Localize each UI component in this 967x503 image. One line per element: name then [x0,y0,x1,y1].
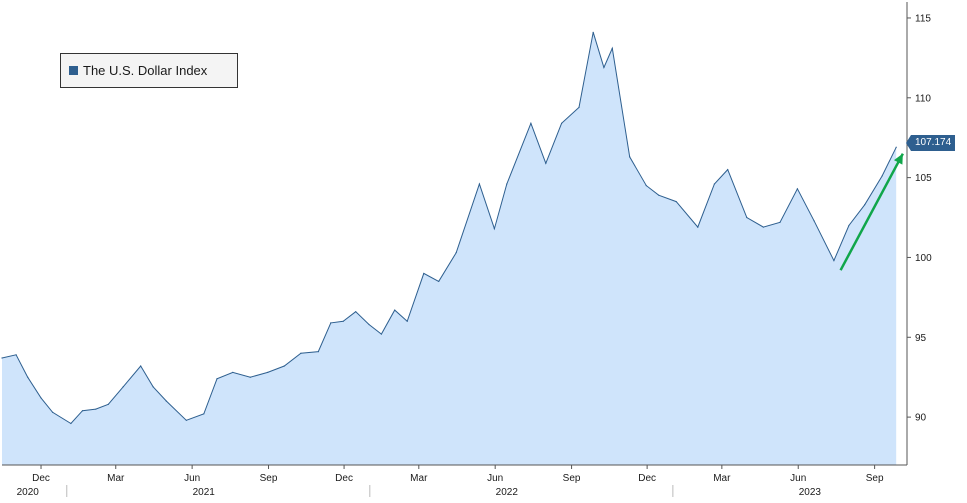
y-tick-label: 95 [915,333,927,344]
data-point [330,322,332,324]
x-tick-label: Mar [410,473,428,484]
data-point [762,226,764,228]
data-point [864,204,866,206]
data-point [727,169,729,171]
data-point [95,408,97,410]
data-point [107,403,109,405]
x-year-label: 2023 [799,487,822,498]
data-point [675,200,677,203]
data-point [203,413,205,415]
data-point [578,106,580,108]
data-point [530,122,532,124]
data-point [629,156,631,158]
data-point [283,365,285,367]
x-tick-label: Mar [713,473,731,484]
data-point [27,376,29,378]
data-point [833,260,835,262]
x-tick-label: Dec [32,473,50,484]
data-point [658,194,660,196]
data-point [342,320,344,322]
data-point [140,365,142,367]
y-axis: 90 95 100 105 110 115 [906,2,932,465]
y-tick-label: 110 [915,93,931,104]
x-axis: Dec Mar Jun Sep Dec Mar Jun Sep Dec Mar Jun Sep 2020… [2,464,907,498]
data-point [603,66,605,69]
data-point [506,183,508,185]
data-point [592,31,594,33]
data-point [848,224,850,227]
legend: The U.S. Dollar Index [60,53,238,88]
x-tick-label: Jun [184,473,200,484]
data-point [796,188,799,190]
legend-swatch [69,66,78,75]
y-tick-label: 105 [915,173,932,184]
data-point [152,386,154,388]
plot-area [1,31,897,466]
data-point [40,397,42,399]
series-area-fill [2,32,897,466]
data-point [70,422,72,425]
x-tick-label: Mar [107,473,125,484]
data-point [779,221,781,223]
data-point [81,410,84,412]
data-point [216,378,218,380]
x-year-label: 2021 [193,487,216,498]
y-tick-label: 90 [915,413,927,424]
data-point [746,216,748,219]
data-point [478,183,481,185]
data-point [267,371,269,373]
data-point [380,333,383,335]
trend-arrow-shaft [839,153,904,271]
data-point [15,354,17,356]
data-point [493,228,495,230]
data-point [697,226,699,228]
x-tick-label: Jun [790,473,806,484]
data-point [561,122,563,124]
y-tick-label: 100 [915,253,932,264]
data-point [438,280,440,282]
x-tick-label: Dec [335,473,353,484]
data-point [52,411,54,413]
data-point [545,162,547,164]
data-point [249,376,251,378]
x-tick-label: Jun [487,473,503,484]
data-point [611,47,613,49]
data-point [406,320,408,322]
x-tick-label: Sep [260,473,278,484]
data-point [355,311,357,313]
data-point [1,357,3,359]
data-point [813,220,815,222]
data-point [165,400,167,402]
data-point [713,183,715,185]
data-point [895,146,897,148]
x-year-label: 2022 [496,487,519,498]
legend-label: The U.S. Dollar Index [83,63,208,78]
data-point [122,386,124,388]
data-point [368,323,370,326]
data-point [232,371,234,373]
x-tick-label: Dec [638,473,656,484]
x-tick-label: Sep [866,473,884,484]
last-value-badge: 107.174 [905,135,956,151]
data-point [317,351,319,353]
data-point [645,185,647,187]
x-year-label: 2020 [17,487,40,498]
data-point [423,272,425,275]
x-tick-label: Sep [563,473,581,484]
data-point [300,352,302,354]
annotations [839,153,904,271]
y-tick-label: 115 [915,13,931,24]
data-point [185,419,187,421]
trend-arrow-head [893,153,903,165]
data-point [394,309,396,311]
data-point [881,175,883,177]
data-point [455,252,457,254]
